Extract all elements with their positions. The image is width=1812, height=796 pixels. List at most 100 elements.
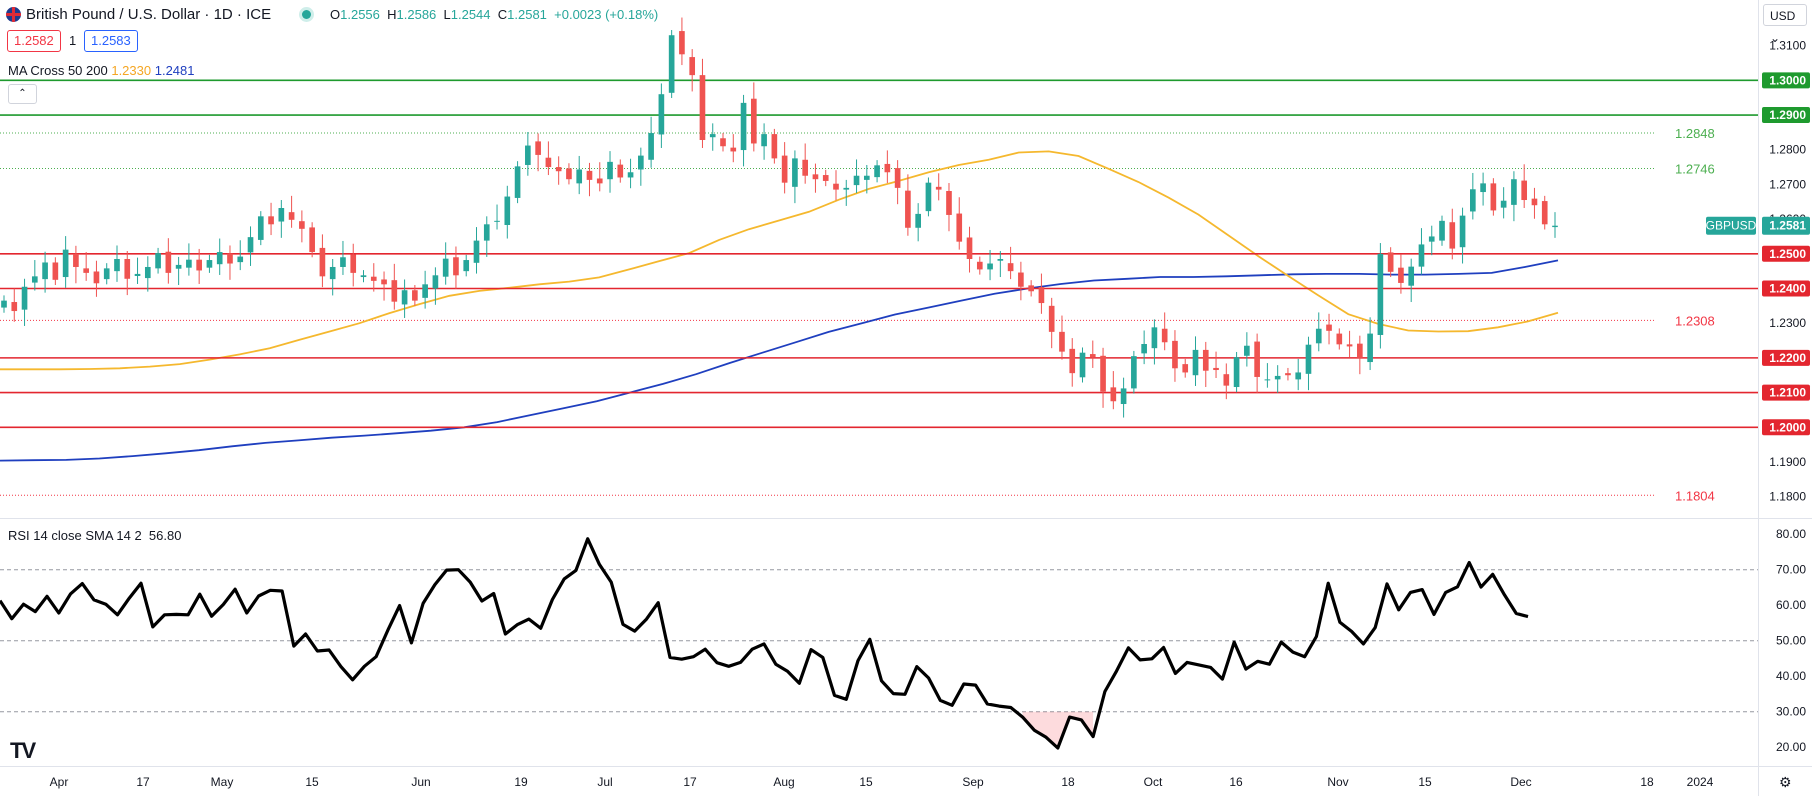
time-tick-label: 15 [305, 775, 319, 789]
price-tick-label: 1.1800 [1769, 490, 1806, 504]
level-price-label: 1.2400 [1769, 281, 1806, 295]
candle-body [1213, 367, 1219, 371]
fib-level-label: 1.2746 [1675, 161, 1715, 176]
open-value: 1.2556 [340, 7, 380, 22]
candle-body [884, 163, 891, 173]
candle-body [237, 256, 244, 263]
time-tick-label: Apr [50, 775, 69, 789]
level-price-tag [1762, 419, 1810, 436]
candle-body [1500, 200, 1507, 208]
market-status-icon [302, 10, 311, 19]
candle-body [586, 170, 593, 180]
candle-body [288, 212, 295, 220]
time-tick-label: Jul [597, 775, 612, 789]
candle-body [196, 259, 202, 271]
candle-body [227, 253, 233, 264]
candle-body [699, 75, 706, 140]
candle-body [247, 237, 254, 253]
candle-body [812, 174, 819, 180]
fib-level-label: 1.2308 [1675, 313, 1715, 328]
candle-body [1541, 201, 1548, 225]
candle-body [874, 165, 880, 178]
candle-body [1387, 252, 1394, 272]
candle-body [976, 261, 983, 270]
candle-body [730, 147, 737, 152]
fib-level-label: 1.1804 [1675, 488, 1715, 503]
collapse-legend-button[interactable]: ⌃ [8, 84, 37, 104]
rsi-tick-label: 40.00 [1776, 669, 1806, 683]
candle-body [93, 271, 100, 284]
symbol-title[interactable]: British Pound / U.S. Dollar · 1D · ICE [26, 6, 272, 23]
candle-body [607, 161, 613, 180]
last-price-label: 1.2581 [1769, 219, 1806, 233]
candle-body [442, 258, 449, 277]
candle-body [1336, 333, 1343, 345]
candle-body [62, 249, 69, 278]
rsi-tick-label: 60.00 [1776, 598, 1806, 612]
candle-body [360, 275, 367, 278]
candle-body [155, 253, 161, 269]
candle-body [1172, 340, 1178, 369]
candle-body [483, 224, 490, 241]
time-tick-label: 18 [1061, 775, 1075, 789]
candle-body [1428, 236, 1435, 242]
time-tick-label: 15 [1418, 775, 1432, 789]
open-label: O [330, 7, 341, 22]
candle-body [463, 260, 470, 272]
candle-body [1069, 348, 1076, 374]
candle-body [103, 268, 110, 280]
candle-body [278, 208, 285, 222]
candle-body [1007, 263, 1014, 272]
candle-body [596, 178, 603, 184]
ma-cross-label: MA Cross 50 200 [8, 63, 108, 78]
candle-body [1367, 333, 1373, 363]
candle-body [514, 166, 521, 198]
candle-body [1223, 374, 1230, 386]
candle-body [11, 302, 18, 312]
time-tick-label: 17 [136, 775, 150, 789]
candle-body [1408, 266, 1415, 286]
candle-body [257, 216, 264, 240]
level-price-tag [1762, 107, 1810, 124]
candle-body [1244, 345, 1250, 356]
candle-body [1120, 388, 1127, 405]
candle-body [781, 155, 788, 183]
candle-body [144, 266, 151, 279]
chevron-up-icon: ⌃ [18, 88, 27, 99]
candle-body [52, 262, 59, 280]
level-price-tag [1762, 349, 1810, 366]
candle-body [319, 247, 326, 277]
candle-body [1110, 387, 1117, 402]
candle-body [1182, 364, 1189, 373]
ma200-line [0, 259, 1559, 462]
price-tick-label: 1.1900 [1769, 455, 1806, 469]
candle-body [453, 257, 459, 276]
candle-body [1018, 272, 1024, 287]
candle-body [494, 220, 500, 222]
level-price-label: 1.3000 [1769, 73, 1806, 87]
sell-price-button[interactable]: 1.2582 [7, 30, 61, 52]
candle-body [1089, 354, 1096, 358]
candle-body [720, 138, 726, 147]
candle-body [299, 221, 305, 229]
currency-select[interactable]: USD ⌄ [1763, 4, 1807, 45]
candle-body [792, 158, 798, 187]
buy-price-button[interactable]: 1.2583 [84, 30, 138, 52]
price-tick-label: 1.2300 [1769, 316, 1806, 330]
ma50-line [0, 150, 1559, 371]
rsi-legend[interactable]: RSI 14 close SMA 14 2 56.80 [8, 528, 181, 543]
candle-body [1079, 352, 1086, 378]
time-tick-label: Aug [773, 775, 794, 789]
candle-body [73, 253, 79, 267]
ma-cross-legend[interactable]: MA Cross 50 200 1.2330 1.2481 [8, 63, 195, 78]
candle-body [1038, 287, 1045, 304]
candle-body [1398, 267, 1404, 283]
candle-body [504, 196, 511, 225]
candle-body [1048, 305, 1055, 332]
rsi-label: RSI 14 close SMA 14 2 [8, 528, 142, 543]
time-tick-label: Sep [962, 775, 984, 789]
candle-body [1141, 344, 1147, 354]
gear-icon[interactable]: ⚙ [1779, 774, 1792, 790]
candle-body [1346, 344, 1353, 347]
